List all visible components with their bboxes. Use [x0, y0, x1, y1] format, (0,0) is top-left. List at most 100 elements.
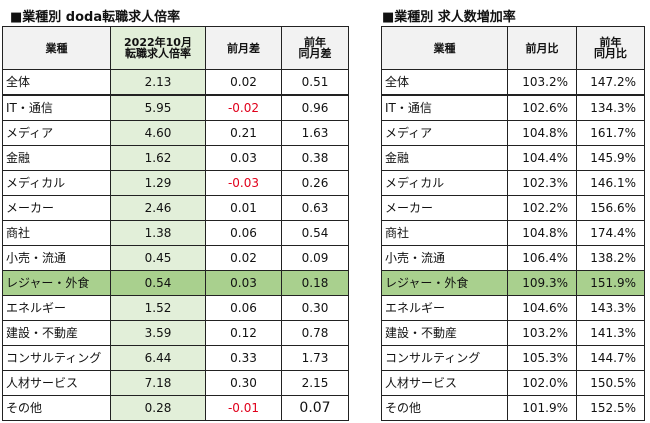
yoy-rate-cell: 143.3% — [576, 295, 645, 321]
industry-cell: その他 — [2, 395, 111, 421]
yoy-rate-cell: 156.6% — [576, 195, 645, 221]
mom-diff-cell: 0.12 — [205, 320, 282, 346]
mom-diff-cell: 0.03 — [205, 270, 282, 296]
mom-diff-cell: -0.01 — [205, 395, 282, 421]
table-row: エネルギー 104.6% 143.3% — [381, 295, 645, 321]
industry-cell: メーカー — [2, 195, 111, 221]
ratio-cell: 1.38 — [110, 220, 206, 246]
industry-cell: メディア — [2, 120, 111, 146]
table-row: メディカル 102.3% 146.1% — [381, 170, 645, 196]
table-row: 建設・不動産 3.59 0.12 0.78 — [2, 320, 349, 346]
table-row: 全体 2.13 0.02 0.51 — [2, 69, 349, 96]
ratio-cell: 2.46 — [110, 195, 206, 221]
industry-cell: エネルギー — [2, 295, 111, 321]
industry-cell: 金融 — [381, 145, 508, 171]
ratio-cell: 0.28 — [110, 395, 206, 421]
yoy-rate-cell: 147.2% — [576, 69, 645, 96]
yoy-rate-cell: 150.5% — [576, 370, 645, 396]
table-row: メーカー 102.2% 156.6% — [381, 195, 645, 221]
header-industry: 業種 — [2, 26, 111, 70]
yoy-diff-cell: 0.51 — [281, 69, 349, 96]
ratio-cell: 1.29 — [110, 170, 206, 196]
table-row: 全体 103.2% 147.2% — [381, 69, 645, 96]
mom-rate-cell: 104.8% — [507, 220, 577, 246]
table-row: 商社 104.8% 174.4% — [381, 220, 645, 246]
industry-cell: レジャー・外食 — [2, 270, 111, 296]
yoy-rate-cell: 145.9% — [576, 145, 645, 171]
table-row: その他 0.28 -0.01 0.07 — [2, 395, 349, 421]
ratio-cell: 3.59 — [110, 320, 206, 346]
industry-cell: 小売・流通 — [2, 245, 111, 271]
mom-rate-cell: 106.4% — [507, 245, 577, 271]
mom-diff-cell: 0.33 — [205, 345, 282, 371]
industry-cell: その他 — [381, 395, 508, 421]
ratio-cell: 7.18 — [110, 370, 206, 396]
yoy-rate-cell: 161.7% — [576, 120, 645, 146]
industry-cell: 商社 — [381, 220, 508, 246]
mom-diff-cell: 0.03 — [205, 145, 282, 171]
mom-rate-cell: 105.3% — [507, 345, 577, 371]
table-row: 商社 1.38 0.06 0.54 — [2, 220, 349, 246]
right-table-title: ■業種別 求人数増加率 — [382, 10, 516, 25]
table-row: レジャー・外食 0.54 0.03 0.18 — [2, 270, 349, 296]
ratio-cell: 2.13 — [110, 69, 206, 96]
industry-cell: エネルギー — [381, 295, 508, 321]
table-row: エネルギー 1.52 0.06 0.30 — [2, 295, 349, 321]
mom-diff-cell: -0.02 — [205, 94, 282, 121]
ratio-cell: 6.44 — [110, 345, 206, 371]
yoy-diff-cell: 0.38 — [281, 145, 349, 171]
industry-cell: 商社 — [2, 220, 111, 246]
yoy-rate-cell: 138.2% — [576, 245, 645, 271]
table-row: メディカル 1.29 -0.03 0.26 — [2, 170, 349, 196]
industry-cell: 建設・不動産 — [2, 320, 111, 346]
industry-cell: 人材サービス — [381, 370, 508, 396]
industry-cell: コンサルティング — [381, 345, 508, 371]
industry-cell: 全体 — [2, 69, 111, 96]
yoy-rate-cell: 151.9% — [576, 270, 645, 296]
industry-cell: IT・通信 — [381, 94, 508, 121]
mom-rate-cell: 102.2% — [507, 195, 577, 221]
ratio-cell: 1.62 — [110, 145, 206, 171]
table-row: IT・通信 5.95 -0.02 0.96 — [2, 94, 349, 121]
industry-cell: 人材サービス — [2, 370, 111, 396]
mom-rate-cell: 104.4% — [507, 145, 577, 171]
yoy-diff-cell: 0.54 — [281, 220, 349, 246]
industry-cell: メーカー — [381, 195, 508, 221]
table-row: IT・通信 102.6% 134.3% — [381, 94, 645, 121]
header-mom: 前月比 — [507, 26, 577, 70]
yoy-diff-cell: 0.63 — [281, 195, 349, 221]
table-row: その他 101.9% 152.5% — [381, 395, 645, 421]
mom-diff-cell: 0.30 — [205, 370, 282, 396]
industry-cell: 金融 — [2, 145, 111, 171]
header-yoy: 前年 同月差 — [281, 26, 349, 70]
header-mom: 前月差 — [205, 26, 282, 70]
yoy-rate-cell: 141.3% — [576, 320, 645, 346]
mom-rate-cell: 101.9% — [507, 395, 577, 421]
left-table-title: ■業種別 doda転職求人倍率 — [10, 10, 181, 25]
ratio-cell: 0.45 — [110, 245, 206, 271]
table-header-row: 業種 2022年10月 転職求人倍率 前月差 前年 同月差 — [2, 26, 349, 70]
industry-cell: 小売・流通 — [381, 245, 508, 271]
yoy-diff-cell: 0.07 — [281, 395, 349, 421]
mom-diff-cell: 0.06 — [205, 295, 282, 321]
mom-diff-cell: 0.02 — [205, 69, 282, 96]
yoy-rate-cell: 144.7% — [576, 345, 645, 371]
industry-cell: 建設・不動産 — [381, 320, 508, 346]
table-row: メーカー 2.46 0.01 0.63 — [2, 195, 349, 221]
job-offer-ratio-table: 業種 2022年10月 転職求人倍率 前月差 前年 同月差 全体 2.13 0.02… — [2, 26, 349, 421]
industry-cell: IT・通信 — [2, 94, 111, 121]
table-row: メディア 4.60 0.21 1.63 — [2, 120, 349, 146]
table-row: コンサルティング 6.44 0.33 1.73 — [2, 345, 349, 371]
mom-diff-cell: 0.21 — [205, 120, 282, 146]
yoy-rate-cell: 134.3% — [576, 94, 645, 121]
industry-cell: 全体 — [381, 69, 508, 96]
yoy-diff-cell: 1.73 — [281, 345, 349, 371]
table-row: 金融 1.62 0.03 0.38 — [2, 145, 349, 171]
table-row: コンサルティング 105.3% 144.7% — [381, 345, 645, 371]
mom-diff-cell: -0.03 — [205, 170, 282, 196]
table-row: 小売・流通 106.4% 138.2% — [381, 245, 645, 271]
yoy-diff-cell: 0.18 — [281, 270, 349, 296]
ratio-cell: 4.60 — [110, 120, 206, 146]
mom-diff-cell: 0.06 — [205, 220, 282, 246]
table-row: 人材サービス 102.0% 150.5% — [381, 370, 645, 396]
